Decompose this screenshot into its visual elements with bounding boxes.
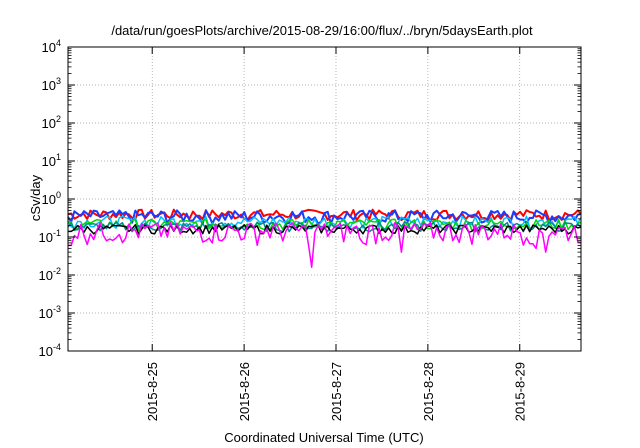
y-tick-label: 10-2 bbox=[39, 266, 61, 283]
series-line-2 bbox=[67, 209, 582, 225]
x-tick-label: 2015-8-29 bbox=[513, 362, 528, 421]
y-tick-label: 102 bbox=[42, 114, 61, 131]
series-layer bbox=[67, 208, 582, 268]
x-tick-label: 2015-8-25 bbox=[145, 362, 160, 421]
x-tick-label: 2015-8-26 bbox=[237, 362, 252, 421]
y-tick-label: 104 bbox=[42, 38, 61, 55]
y-tick-labels: 10-4 10-3 10-2 10-1 100 101 102 103 104 bbox=[39, 38, 61, 359]
x-tick-label: 2015-8-28 bbox=[421, 362, 436, 421]
y-tick-label: 100 bbox=[42, 190, 61, 207]
y-axis-label: cSv/day bbox=[28, 174, 43, 221]
ticks bbox=[68, 46, 581, 352]
y-tick-label: 103 bbox=[42, 76, 61, 93]
x-axis-label: Coordinated Universal Time (UTC) bbox=[224, 430, 423, 445]
y-tick-label: 10-4 bbox=[39, 342, 61, 359]
y-axis-label-group: cSv/day bbox=[28, 174, 43, 221]
plot-frame bbox=[67, 46, 582, 352]
y-tick-label: 10-1 bbox=[39, 228, 61, 245]
series-line-7 bbox=[68, 221, 582, 268]
chart-title: /data/run/goesPlots/archive/2015-08-29/1… bbox=[111, 23, 533, 38]
grid bbox=[68, 47, 581, 351]
series-line-5 bbox=[67, 221, 582, 233]
y-tick-label: 101 bbox=[42, 152, 61, 169]
y-tick-label: 10-3 bbox=[39, 304, 61, 321]
x-tick-labels: 2015-8-25 2015-8-26 2015-8-27 2015-8-28 2015… bbox=[145, 362, 528, 421]
x-tick-label: 2015-8-27 bbox=[329, 362, 344, 421]
